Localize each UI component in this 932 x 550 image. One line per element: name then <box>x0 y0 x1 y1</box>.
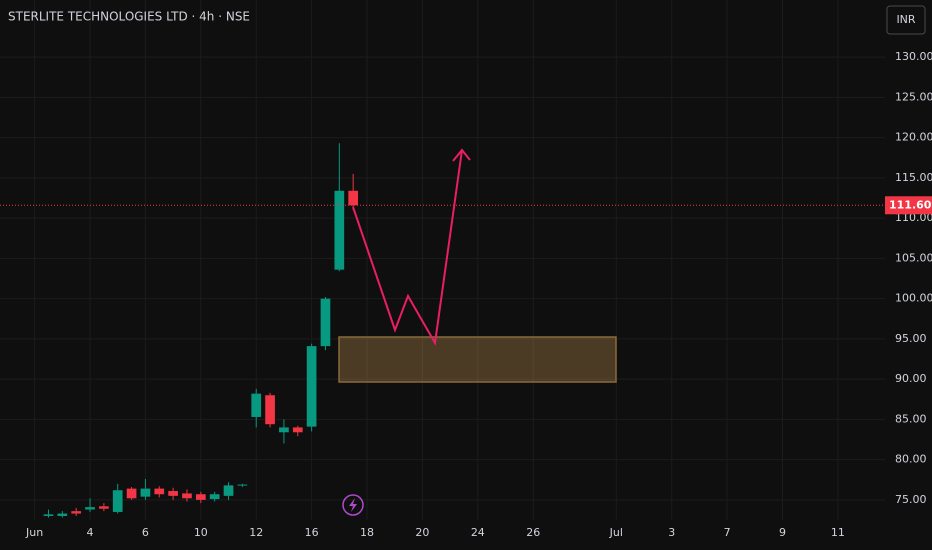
y-tick-label: 80.00 <box>895 453 927 466</box>
candle-body <box>182 493 192 499</box>
y-tick-label: 130.00 <box>895 50 932 63</box>
candle-body <box>140 488 151 497</box>
projection-arrow <box>352 149 463 347</box>
candle-body <box>265 395 275 425</box>
candle-body <box>99 506 109 509</box>
x-tick-label: Jun <box>25 526 43 539</box>
axes: 75.00 80.00 85.00 90.00 95.00 100.00 105.00 110… <box>25 50 932 539</box>
candle-body <box>195 494 206 500</box>
candle-body <box>85 507 95 510</box>
candles <box>0 143 885 518</box>
candle-body <box>223 485 234 496</box>
candle-body <box>71 511 82 514</box>
candle-body <box>43 514 54 516</box>
x-tick-label: 7 <box>724 526 731 539</box>
y-tick-label: 125.00 <box>895 90 932 103</box>
last-price-label: 111.60 <box>889 198 932 211</box>
x-tick-label: 20 <box>415 526 429 539</box>
candle-body <box>112 490 123 512</box>
x-tick-label: 3 <box>668 526 675 539</box>
x-tick-label: 9 <box>779 526 786 539</box>
x-tick-label: 16 <box>305 526 319 539</box>
candle-body <box>348 190 359 206</box>
candle-body <box>334 190 345 270</box>
y-tick-label: 75.00 <box>895 493 927 506</box>
x-tick-label: 6 <box>142 526 149 539</box>
candle-body <box>154 488 165 495</box>
y-tick-label: 95.00 <box>895 332 927 345</box>
y-tick-label: 90.00 <box>895 372 927 385</box>
y-tick-label: 120.00 <box>895 131 932 144</box>
y-tick-label: 105.00 <box>895 251 932 264</box>
y-tick-label: 100.00 <box>895 292 932 305</box>
candle-body <box>57 513 68 516</box>
x-tick-label: 18 <box>360 526 374 539</box>
y-tick-label: 115.00 <box>895 171 932 184</box>
grid <box>0 0 885 520</box>
x-tick-label: 10 <box>194 526 208 539</box>
x-tick-label: 4 <box>87 526 94 539</box>
x-tick-label: Jul <box>609 526 623 539</box>
last-price-box <box>885 196 932 215</box>
y-tick-label: 110.00 <box>895 211 932 224</box>
demand-zone <box>338 336 617 383</box>
x-tick-label: 24 <box>471 526 485 539</box>
currency-button[interactable] <box>886 5 926 35</box>
currency-label: INR <box>896 13 915 26</box>
x-tick-label: 11 <box>831 526 845 539</box>
candle-body <box>168 491 178 496</box>
event-icon[interactable] <box>342 494 364 516</box>
event-bolt <box>349 498 357 512</box>
candle-body <box>306 346 317 427</box>
arrow-head <box>452 148 471 162</box>
x-tick-label: 26 <box>526 526 540 539</box>
candle-body <box>126 488 137 499</box>
candle-body <box>251 393 262 417</box>
candle-body <box>279 427 289 433</box>
x-tick-label: 12 <box>249 526 263 539</box>
candle-body <box>292 427 303 433</box>
candle-body <box>209 494 220 500</box>
y-tick-label: 85.00 <box>895 412 927 425</box>
candle-body <box>320 298 331 347</box>
chart-title: STERLITE TECHNOLOGIES LTD · 4h · NSE <box>8 10 250 24</box>
candle-body <box>237 484 248 486</box>
